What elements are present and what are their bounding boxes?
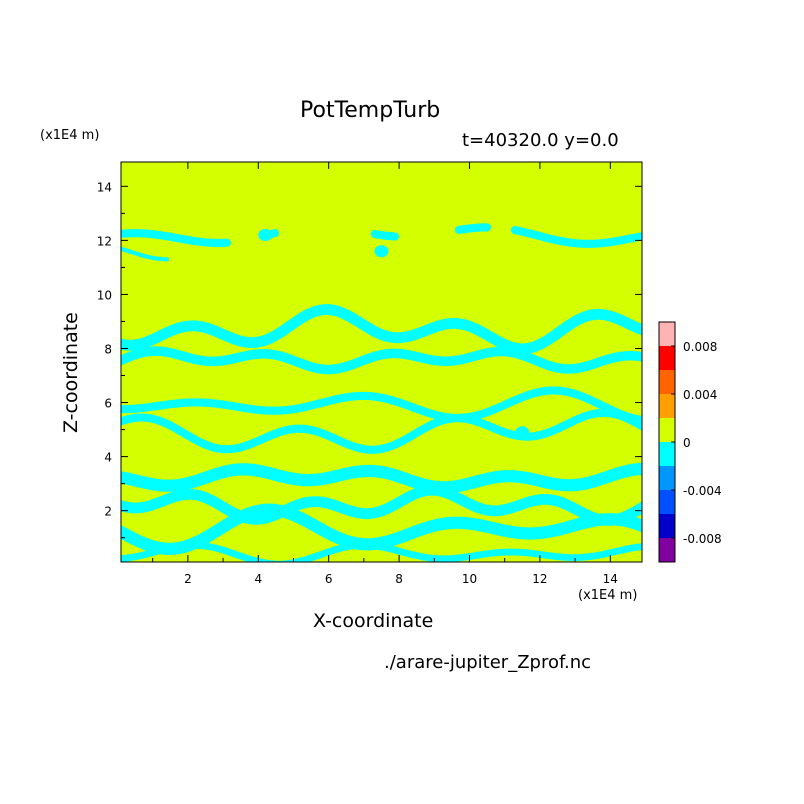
y-tick-label: 8: [104, 342, 112, 356]
y-tick-label: 4: [104, 451, 112, 465]
negative-anomaly-band: [121, 246, 170, 262]
negative-anomaly-band: [121, 386, 642, 425]
x-tick-label: 8: [395, 572, 403, 586]
colorbar-swatch: [659, 514, 675, 538]
colorbar-tick-label: 0.004: [683, 388, 717, 402]
y-tick-label: 6: [104, 397, 112, 411]
colorbar-swatch: [659, 394, 675, 418]
y-axis-ticks: 2 4 6 8 10 12 14: [97, 180, 642, 539]
colorbar-swatch: [659, 322, 675, 346]
negative-anomaly-band: [121, 503, 642, 555]
x-axis-ticks: 2 4 6 8 10 12 14: [152, 162, 618, 586]
colorbar-swatch: [659, 490, 675, 514]
x-tick-label: 2: [184, 572, 192, 586]
negative-anomaly-band: [121, 462, 642, 494]
colorbar-swatch: [659, 538, 675, 562]
negative-anomaly-blob: [258, 229, 273, 241]
chart-title: PotTempTurb: [300, 98, 441, 123]
y-axis-unit: (x1E4 m): [40, 128, 100, 143]
colorbar-tick-label: 0: [683, 436, 691, 450]
chart-subtitle: t=40320.0 y=0.0: [462, 130, 619, 151]
negative-anomaly-band: [121, 408, 642, 454]
colorbar-tick-label: -0.004: [683, 484, 722, 498]
colorbar-swatch: [659, 370, 675, 394]
negative-anomaly-blob: [374, 245, 389, 258]
colorbar-swatch: [659, 466, 675, 490]
colorbar: 0.008 0.004 0 -0.004 -0.008: [658, 321, 722, 563]
colorbar-swatch: [659, 418, 675, 442]
x-axis-label: X-coordinate: [313, 610, 434, 632]
negative-regions: [121, 223, 642, 562]
x-tick-label: 14: [603, 572, 618, 586]
negative-anomaly-band: [121, 484, 642, 526]
y-tick-label: 12: [97, 234, 112, 248]
colorbar-tick-label: -0.008: [683, 532, 722, 546]
negative-anomaly-band: [121, 346, 642, 375]
colorbar-swatch: [659, 442, 675, 466]
negative-anomaly-band: [121, 304, 642, 355]
x-tick-label: 10: [462, 572, 477, 586]
negative-anomaly-band: [121, 541, 642, 562]
x-tick-label: 12: [532, 572, 547, 586]
colorbar-tick-label: 0.008: [683, 340, 717, 354]
source-file-label: ./arare-jupiter_Zprof.nc: [384, 652, 592, 673]
negative-anomaly-blob: [515, 426, 530, 439]
plot-area: [120, 161, 643, 563]
colorbar-swatch: [659, 346, 675, 370]
y-tick-label: 10: [97, 288, 112, 302]
x-tick-label: 6: [325, 572, 333, 586]
y-tick-label: 2: [104, 505, 112, 519]
x-tick-label: 4: [254, 572, 262, 586]
y-tick-label: 14: [97, 180, 112, 194]
plot-frame: [120, 161, 643, 563]
x-axis-unit: (x1E4 m): [578, 588, 638, 603]
